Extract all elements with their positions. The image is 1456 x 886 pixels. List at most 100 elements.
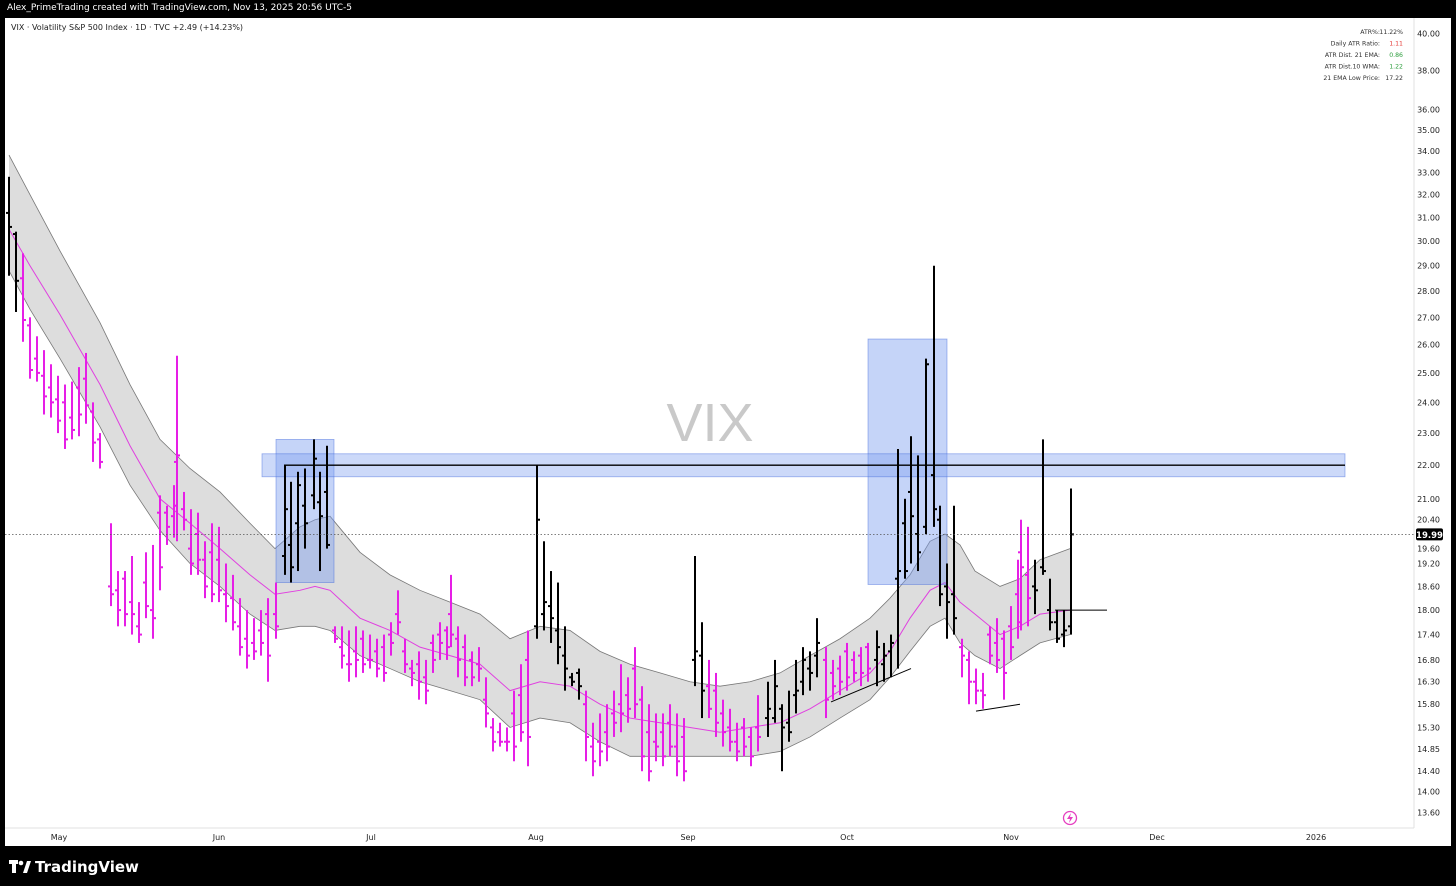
ohlc-bar [923, 358, 929, 535]
ohlc-bar [69, 381, 75, 440]
ohlc-bar [448, 574, 454, 648]
tradingview-logo[interactable]: TradingView [9, 858, 139, 876]
ohlc-bar [987, 626, 993, 665]
price-tick-label: 38.00 [1417, 67, 1440, 76]
ohlc-bar [423, 659, 429, 705]
ohlc-bar [734, 722, 740, 762]
lightning-icon[interactable] [1062, 810, 1078, 826]
last-price-label: 19.99 [1416, 531, 1443, 541]
ohlc-bar [851, 651, 857, 682]
ohlc-bar [888, 634, 894, 678]
ohlc-bar [534, 465, 540, 639]
ohlc-bar [90, 402, 96, 462]
tradingview-logo-icon [9, 860, 31, 873]
ohlc-bar [1008, 606, 1014, 660]
ohlc-bar [511, 690, 517, 762]
ohlc-bar [115, 571, 121, 627]
ohlc-bar [1040, 439, 1046, 575]
chart-frame[interactable]: VIX 40.00 38.00 36.00 35.00 34.00 33.00 32.00 3… [5, 18, 1451, 846]
price-tick-label: 13.60 [1417, 809, 1440, 818]
price-tick-label: 34.00 [1417, 147, 1440, 156]
ohlc-bar [597, 713, 603, 767]
ohlc-bar [223, 563, 229, 623]
stats-row-value: 1.11 [1389, 41, 1403, 48]
ohlc-bar [302, 468, 308, 549]
ohlc-bar [518, 664, 524, 742]
ohlc-bar [97, 433, 103, 469]
ohlc-bar [62, 384, 68, 449]
ohlc-bar [772, 659, 778, 723]
keltner-band-lower [8, 270, 1071, 757]
ohlc-bar [157, 495, 163, 591]
ohlc-bar [13, 231, 19, 312]
ohlc-bar [504, 727, 510, 752]
ohlc-bar [706, 659, 712, 719]
ohlc-bar [966, 651, 972, 705]
ohlc-bar [108, 523, 114, 607]
ohlc-bar [562, 626, 568, 691]
ohlc-bar [251, 618, 257, 660]
ohlc-bar [525, 630, 531, 767]
ohlc-bar [1001, 630, 1007, 700]
ohlc-bar [667, 704, 673, 757]
symbol-legend: VIX · Volatility S&P 500 Index · 1D · TV… [11, 23, 243, 32]
ohlc-bar [692, 556, 698, 687]
last-price-badge [1416, 528, 1443, 541]
price-chart[interactable]: VIX 40.00 38.00 36.00 35.00 34.00 33.00 32.00 3… [5, 18, 1451, 846]
stats-row-label: ATR Dist.10 WMA: [1325, 64, 1380, 71]
ohlc-bar [34, 336, 40, 382]
time-tick-label: Oct [840, 833, 854, 842]
ohlc-bar [646, 704, 652, 782]
ohlc-bar [209, 523, 215, 603]
ohlc-bar [55, 375, 61, 434]
ohlc-bar [980, 672, 986, 709]
ohlc-bar [807, 651, 813, 691]
ohlc-bar [27, 317, 33, 379]
keltner-band-fill [9, 155, 1070, 757]
price-tick-label: 14.85 [1417, 745, 1440, 754]
price-tick-label: 14.00 [1417, 788, 1440, 797]
ohlc-bar [455, 626, 461, 678]
attribution-text: Alex_PrimeTrading created with TradingVi… [7, 3, 352, 13]
price-tick-label: 36.00 [1417, 106, 1440, 115]
price-tick-label: 19.20 [1417, 559, 1440, 568]
ohlc-bar [374, 638, 380, 678]
ohlc-bar [583, 690, 589, 762]
ohlc-bar [83, 352, 89, 424]
price-tick-label: 28.00 [1417, 287, 1440, 296]
time-tick-label: Nov [1003, 833, 1019, 842]
ema-21-line [8, 229, 1071, 733]
ohlc-bar [699, 622, 705, 719]
ohlc-bar [444, 626, 450, 660]
time-tick-label: Sep [680, 833, 695, 842]
ohlc-bar [858, 647, 864, 687]
ohlc-bar [216, 526, 222, 603]
ohlc-bar [6, 176, 12, 276]
price-tick-label: 23.00 [1417, 429, 1440, 438]
ohlc-bar [295, 471, 301, 572]
time-tick-label: Jun [212, 833, 226, 842]
ohlc-bar [367, 634, 373, 669]
chart-watermark: VIX [666, 393, 753, 453]
ohlc-bar [288, 481, 294, 583]
ohlc-bar [779, 704, 785, 772]
ohlc-bar [902, 498, 908, 579]
ohlc-bar [576, 668, 582, 700]
ohlc-bar [416, 651, 422, 700]
price-tick-label: 18.60 [1417, 582, 1440, 591]
ohlc-bar [462, 634, 468, 687]
ohlc-bar [282, 465, 288, 575]
price-tick-label: 18.00 [1417, 606, 1440, 615]
price-tick-label: 22.00 [1417, 461, 1440, 470]
price-tick-label: 35.00 [1417, 126, 1440, 135]
ohlc-bar [202, 541, 208, 599]
price-tick-label: 19.60 [1417, 545, 1440, 554]
ohlc-bar [944, 563, 950, 639]
ohlc-bar [748, 727, 754, 767]
ohlc-bar [569, 672, 575, 687]
stats-row-label: ATR%: [1360, 29, 1380, 36]
stats-row-label: ATR Dist. 21 EMA: [1325, 52, 1380, 59]
price-tick-label: 24.00 [1417, 398, 1440, 407]
ohlc-bar [874, 630, 880, 687]
ohlc-bar [800, 647, 806, 696]
